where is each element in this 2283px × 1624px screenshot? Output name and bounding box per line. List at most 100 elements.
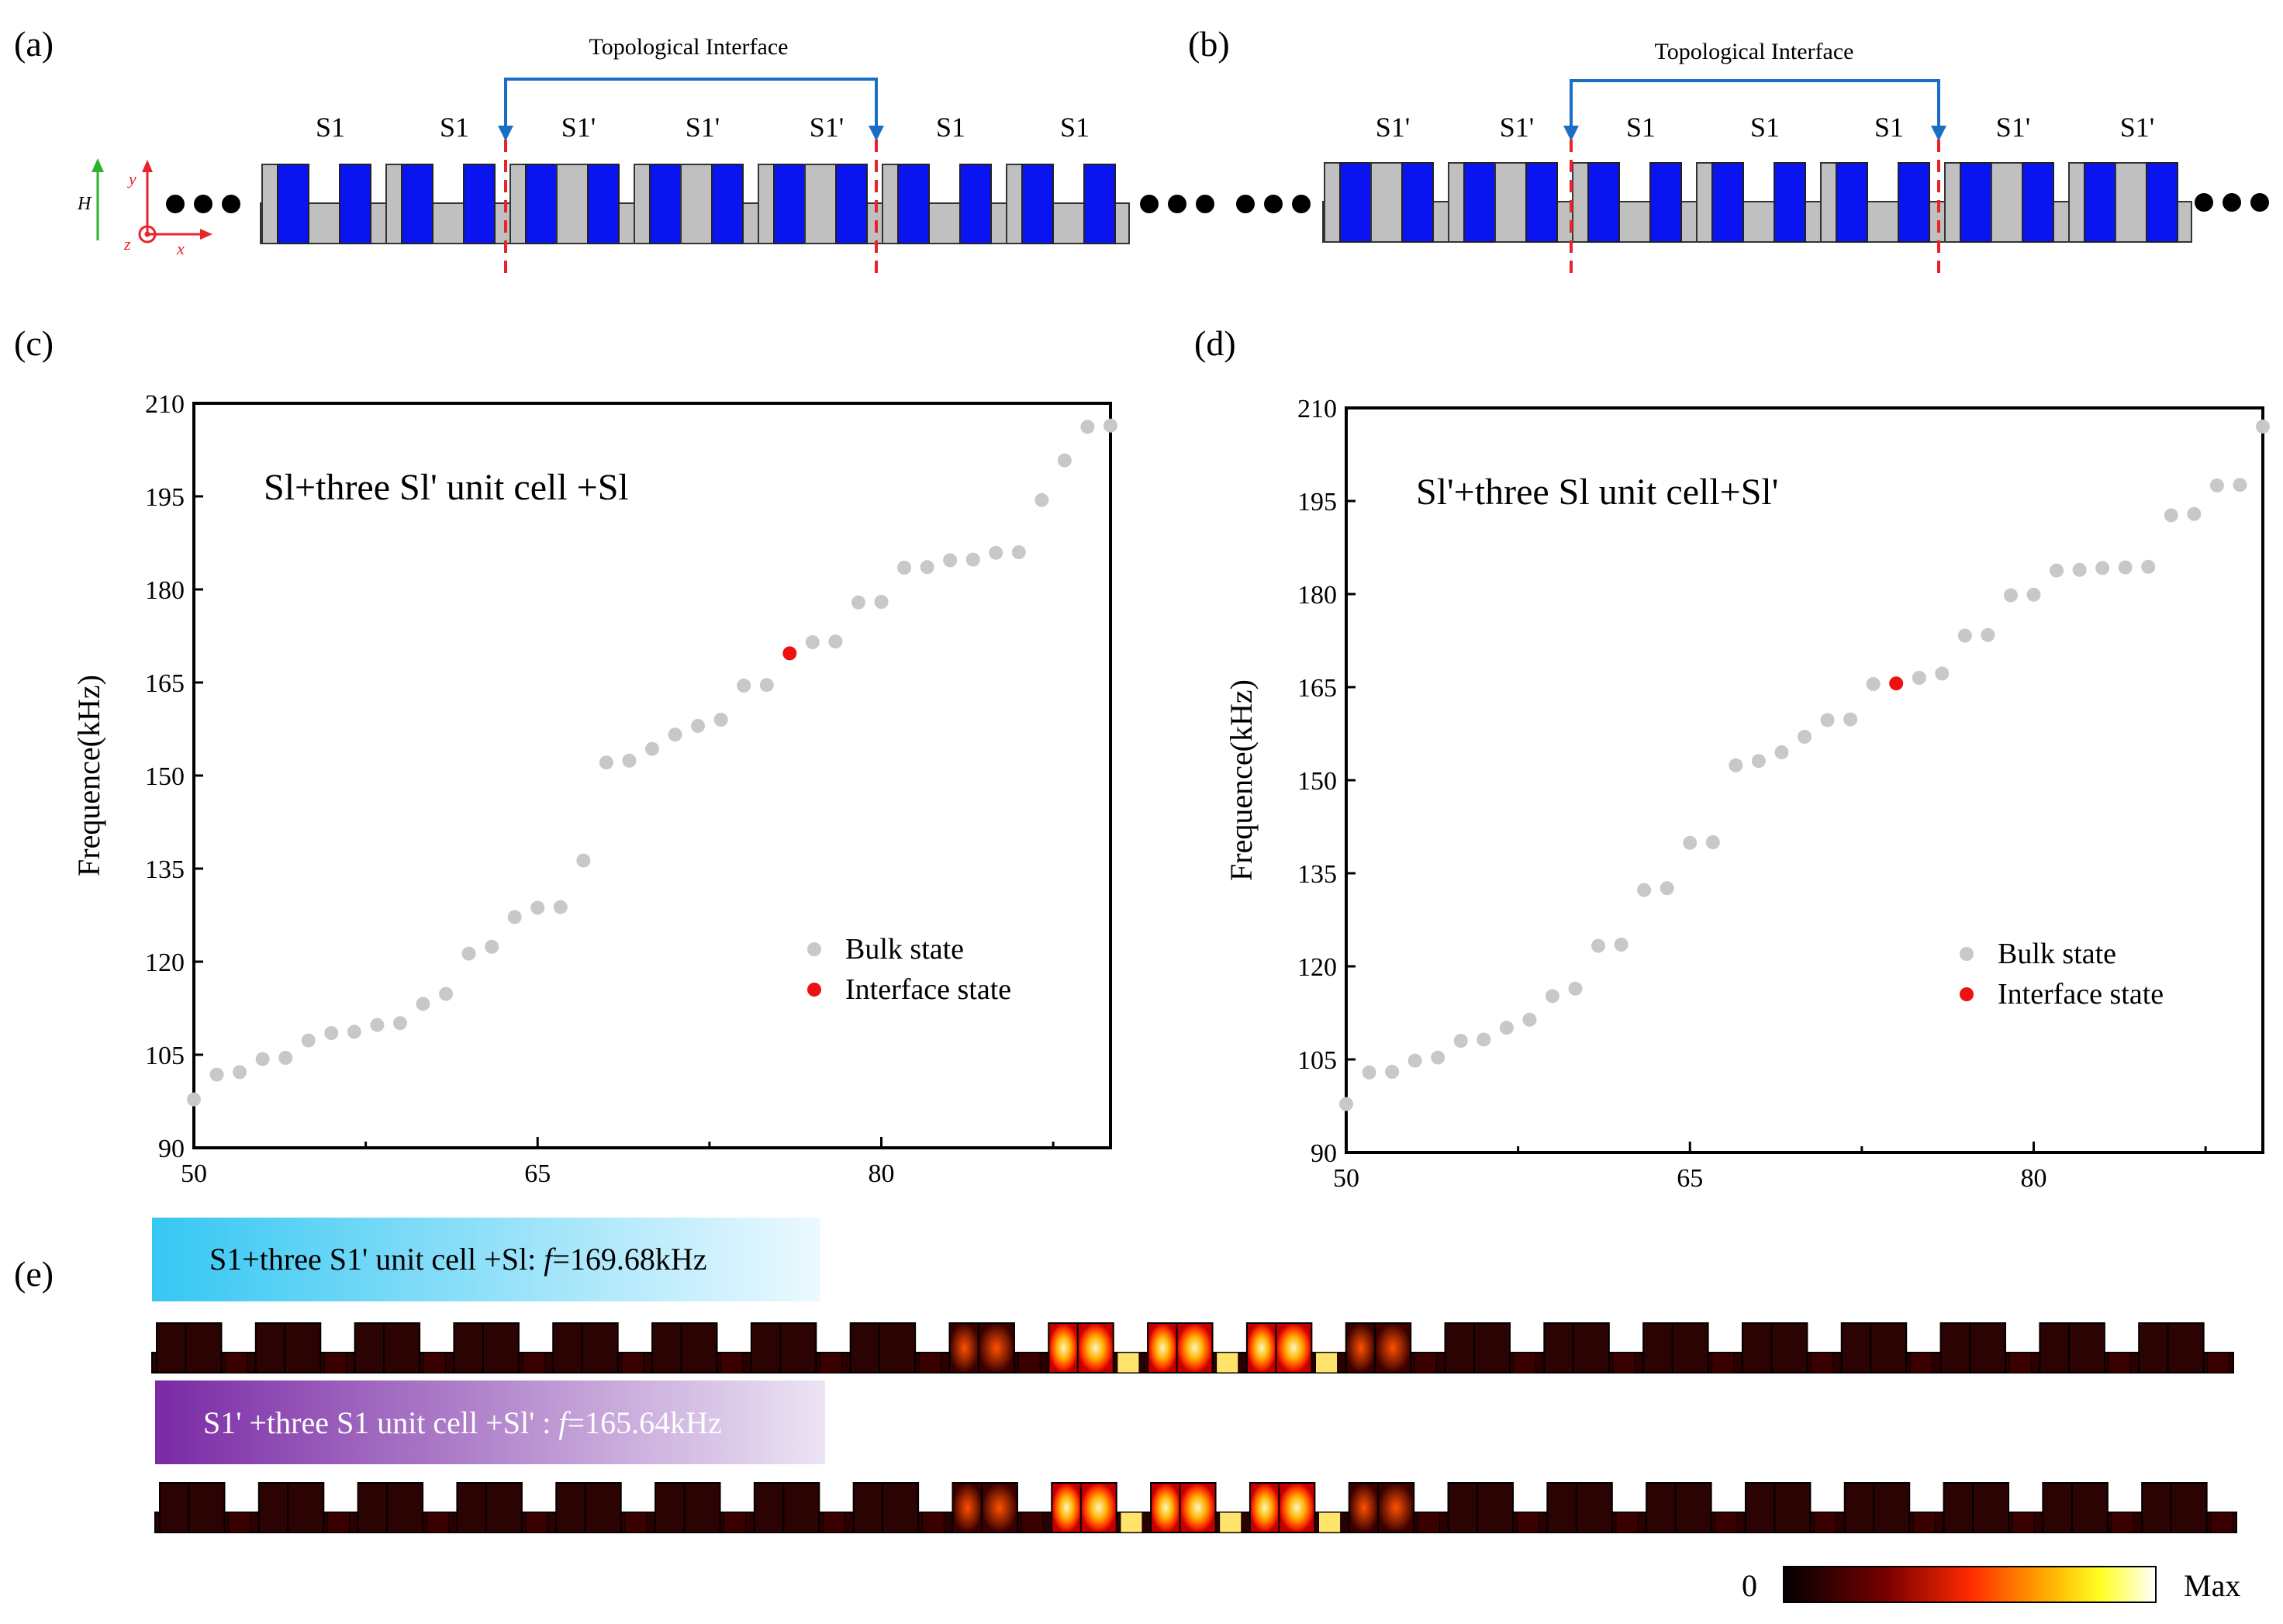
blue-block: [1401, 162, 1434, 243]
heat-cell: [2138, 1322, 2230, 1373]
bulk-point: [255, 1052, 270, 1066]
bulk-point: [1705, 835, 1720, 849]
bulk-point: [851, 595, 865, 610]
gray-block: [385, 164, 402, 244]
bulk-point: [301, 1033, 316, 1048]
cell-label: S1': [686, 112, 720, 143]
bulk-point: [1453, 1034, 1468, 1048]
heat-cell: [1147, 1322, 1239, 1373]
blue-block: [463, 164, 496, 244]
structure-b: Topological Interface S1' S1' S1 S1 S1 S1' S1': [1236, 39, 2269, 275]
bulk-point: [2050, 563, 2064, 578]
y-tick-label: 150: [145, 762, 185, 791]
colorbar-gradient: [1783, 1566, 2157, 1603]
bulk-point: [187, 1092, 201, 1107]
gray-block: [556, 164, 589, 244]
gray-block: [1991, 162, 2023, 243]
blue-block: [401, 164, 433, 244]
gray-block: [2115, 162, 2147, 243]
y-axis-label: Frequence(kHz): [71, 675, 106, 876]
bulk-point: [461, 946, 476, 961]
bulk-point: [828, 634, 843, 649]
arrowhead-left-b: [1563, 126, 1579, 141]
heat-cell: [849, 1322, 941, 1373]
cell-labels-a: S1 S1 S1' S1' S1' S1 S1: [316, 112, 1090, 143]
panel-label-c: (c): [14, 323, 54, 363]
bulk-point: [2233, 478, 2247, 492]
heat-cell: [1245, 1322, 1338, 1373]
bulk-point: [645, 741, 659, 756]
heat-cell: [1744, 1482, 1837, 1533]
bulk-point: [324, 1026, 339, 1040]
bulk-point: [2003, 588, 2018, 603]
bulk-point: [2209, 479, 2224, 492]
unit-cell: [1820, 162, 1930, 243]
banner-1-text: S1+three S1' unit cell +Sl: f=169.68kHz: [209, 1242, 707, 1277]
blue-block: [1711, 162, 1744, 243]
heat-cell: [1447, 1482, 1539, 1533]
panel-label-b: (b): [1188, 24, 1230, 64]
bulk-point: [622, 753, 637, 768]
gray-block: [804, 164, 837, 244]
gray-block: [1572, 162, 1589, 243]
bulk-point: [2072, 562, 2087, 577]
blue-block: [587, 164, 620, 244]
bulk-point: [2256, 420, 2270, 434]
bulk-point: [1568, 981, 1583, 996]
bulk-point: [1034, 492, 1049, 507]
gray-block: [882, 164, 899, 244]
unit-cell: [1572, 162, 1682, 243]
bulk-point: [1057, 453, 1072, 468]
blue-block: [339, 164, 371, 244]
gray-block: [634, 164, 651, 244]
unit-cell: [509, 164, 620, 244]
blue-block: [711, 164, 744, 244]
heat-cell: [655, 1482, 747, 1533]
legend-marker: [807, 942, 821, 956]
unit-cell: [758, 164, 868, 244]
bulk-point: [278, 1051, 293, 1065]
x-tick-label: 65: [1677, 1164, 1703, 1193]
bulk-point: [1935, 666, 1950, 681]
bulk-point: [2026, 587, 2041, 602]
gray-block: [1494, 162, 1527, 243]
cell-labels-b: S1' S1' S1 S1 S1 S1' S1': [1376, 112, 2155, 143]
bulk-point: [920, 560, 934, 575]
bulk-point: [1591, 938, 1606, 953]
blue-block: [1898, 162, 1930, 243]
gray-block: [261, 164, 278, 244]
heat-cell: [1048, 1322, 1140, 1373]
y-tick-label: 150: [1297, 767, 1337, 796]
bulk-point: [713, 713, 728, 727]
heat-cell: [357, 1482, 449, 1533]
panel-label-d: (d): [1194, 323, 1236, 363]
bulk-point: [897, 561, 912, 575]
field-map-1: [151, 1322, 2234, 1373]
bulk-point: [209, 1067, 224, 1082]
heat-cell: [1051, 1482, 1143, 1533]
bulk-point: [1080, 420, 1095, 434]
cell-label: S1': [1996, 112, 2031, 143]
y-tick-label: 135: [1297, 860, 1337, 889]
panel-label-e: (e): [14, 1254, 54, 1294]
bulk-point: [1637, 883, 1652, 897]
cell-label: S1': [810, 112, 844, 143]
axis-z-label: z: [123, 234, 131, 254]
field-maps: S1+three S1' unit cell +Sl: f=169.68kHz …: [151, 1218, 2240, 1603]
unit-cell: [634, 164, 744, 244]
legend-label: Interface state: [1998, 978, 2164, 1011]
bulk-point: [553, 900, 568, 914]
heat-cell: [1150, 1482, 1242, 1533]
blue-block: [1463, 162, 1496, 243]
colorbar-min-label: 0: [1742, 1568, 1757, 1603]
coordinate-axes: H y z x: [77, 158, 212, 258]
heat-cell: [453, 1322, 545, 1373]
blue-block: [1083, 164, 1116, 244]
unit-cell: [385, 164, 496, 244]
bulk-point: [1385, 1065, 1400, 1079]
bulk-point: [2187, 506, 2202, 521]
cell-label: S1: [440, 112, 469, 143]
blue-block: [835, 164, 868, 244]
heat-cell: [159, 1482, 251, 1533]
blue-block: [897, 164, 930, 244]
